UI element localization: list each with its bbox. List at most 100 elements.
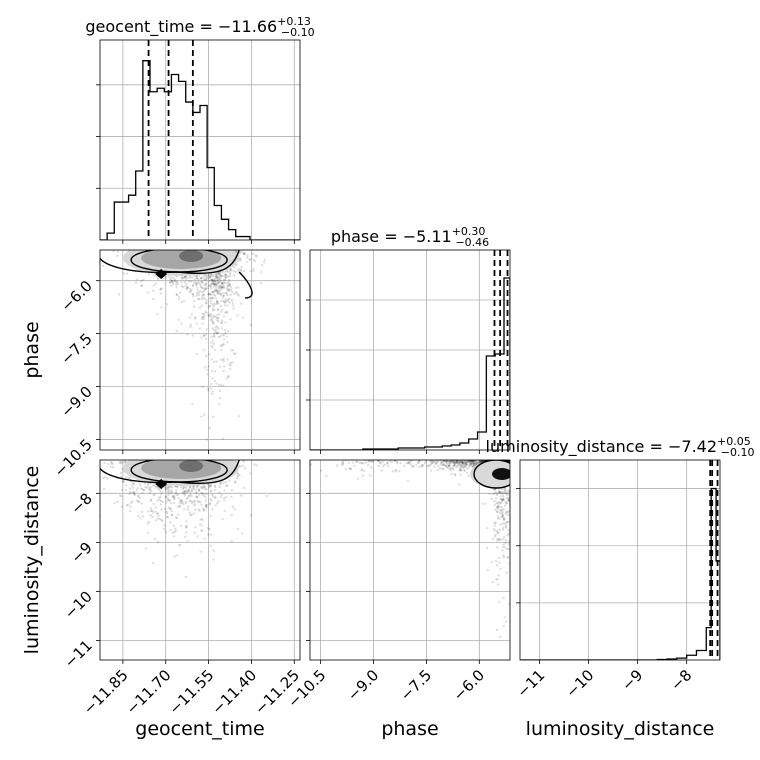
scatter-point <box>156 517 159 520</box>
scatter-point <box>265 466 267 468</box>
scatter-point <box>200 276 203 280</box>
scatter-point <box>465 462 468 465</box>
scatter-point <box>438 460 442 462</box>
scatter-point <box>227 275 230 278</box>
scatter-point <box>172 535 176 538</box>
scatter-point <box>219 292 222 295</box>
scatter-point <box>130 500 134 503</box>
scatter-point <box>138 500 141 504</box>
scatter-point <box>431 461 434 465</box>
scatter-point <box>254 254 257 257</box>
scatter-point <box>200 529 203 533</box>
scatter-point <box>170 509 173 513</box>
scatter-point <box>200 280 204 283</box>
scatter-point <box>152 502 155 506</box>
scatter-point <box>208 284 212 287</box>
scatter-point <box>216 302 219 305</box>
scatter-point <box>152 284 156 287</box>
scatter-point <box>195 495 198 498</box>
scatter-point <box>210 278 214 281</box>
scatter-point <box>104 476 107 479</box>
scatter-point <box>175 285 178 289</box>
scatter-point <box>511 557 513 559</box>
scatter-point <box>512 491 514 493</box>
scatter-point <box>215 276 218 279</box>
scatter-point <box>229 272 232 275</box>
scatter-point <box>226 289 229 292</box>
scatter-point <box>451 466 455 470</box>
scatter-point <box>508 495 510 499</box>
scatter-point <box>141 515 145 518</box>
scatter-point <box>209 544 212 547</box>
scatter-point <box>183 276 187 279</box>
scatter-point <box>217 281 220 284</box>
scatter-point <box>517 478 519 480</box>
scatter-point <box>189 499 192 503</box>
scatter-point <box>214 496 217 499</box>
scatter-point <box>199 500 202 504</box>
histogram-luminosity_distance <box>520 487 720 660</box>
scatter-point <box>511 475 513 477</box>
xtick-label-phase: −7.5 <box>397 666 435 704</box>
scatter-point <box>132 492 136 495</box>
scatter-point <box>508 603 510 606</box>
scatter-point <box>200 491 203 495</box>
scatter-point <box>461 466 465 469</box>
scatter-point <box>358 461 361 464</box>
scatter-point <box>161 491 164 494</box>
scatter-point <box>494 533 497 536</box>
scatter-point <box>424 460 427 464</box>
scatter-point <box>214 485 217 488</box>
scatter-point <box>505 511 508 514</box>
scatter-point <box>500 509 503 512</box>
scatter-point <box>423 462 426 465</box>
scatter-point <box>205 328 208 331</box>
scatter-point <box>502 596 505 600</box>
scatter-point <box>450 460 453 463</box>
scatter-point <box>228 282 231 286</box>
scatter-point <box>214 326 217 329</box>
scatter-point <box>249 472 252 475</box>
scatter-point <box>209 318 213 322</box>
scatter-point <box>219 278 222 281</box>
scatter-point <box>154 282 158 285</box>
scatter-point <box>222 274 225 278</box>
scatter-point <box>465 460 469 463</box>
scatter-point <box>501 537 504 541</box>
scatter-point <box>167 275 171 278</box>
scatter-point <box>186 286 189 289</box>
scatter-point <box>463 465 466 469</box>
scatter-point <box>426 465 429 468</box>
scatter-point <box>224 480 228 484</box>
scatter-point <box>471 462 475 466</box>
scatter-point <box>228 479 231 482</box>
scatter-point <box>376 460 380 462</box>
scatter-point <box>167 485 171 488</box>
scatter-point <box>507 497 510 500</box>
density-level <box>179 250 204 262</box>
scatter-point <box>377 464 381 468</box>
scatter-point <box>495 510 499 514</box>
scatter-point <box>189 316 192 319</box>
scatter-point <box>369 474 372 477</box>
scatter-point <box>447 464 451 468</box>
scatter-point <box>496 504 500 507</box>
scatter-point <box>198 274 201 277</box>
scatter-point <box>501 514 505 517</box>
scatter-point <box>496 492 499 495</box>
scatter-point <box>116 250 120 253</box>
scatter-point <box>180 499 183 502</box>
scatter-point <box>188 500 191 503</box>
scatter-point <box>221 285 224 289</box>
scatter-point <box>447 461 450 464</box>
scatter-point <box>116 254 119 257</box>
scatter-point <box>160 306 163 309</box>
scatter-point <box>208 528 211 531</box>
scatter-point <box>192 487 196 490</box>
scatter-point <box>442 460 446 463</box>
scatter-point <box>231 361 234 364</box>
scatter-point <box>162 528 166 531</box>
scatter-point <box>189 513 192 517</box>
scatter-point <box>180 276 183 279</box>
scatter-point <box>494 491 498 494</box>
